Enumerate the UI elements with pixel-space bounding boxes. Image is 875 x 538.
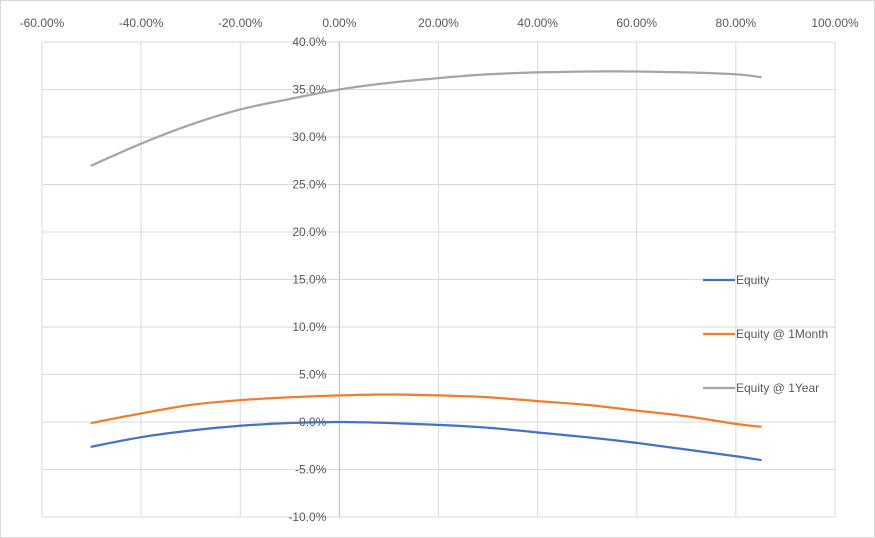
x-tick-label: -60.00% <box>20 16 65 30</box>
y-tick-label: 15.0% <box>292 273 326 287</box>
y-tick-label: 20.0% <box>292 225 326 239</box>
gridlines <box>41 41 836 518</box>
series-lines <box>90 70 762 462</box>
axes: -60.00% -40.00% -20.00% 0.00% 20.00% 40.00% 60… <box>20 16 859 524</box>
x-tick-label: 80.00% <box>716 16 757 30</box>
y-tick-label: 5.0% <box>299 368 327 382</box>
x-tick-label: 40.00% <box>517 16 558 30</box>
legend-label-equity: Equity <box>736 273 769 287</box>
legend: Equity Equity @ 1Month Equity @ 1Year <box>703 273 828 395</box>
y-tick-label: 40.0% <box>292 35 326 49</box>
y-tick-label: 25.0% <box>292 178 326 192</box>
x-tick-label: -40.00% <box>119 16 164 30</box>
y-tick-label: 30.0% <box>292 130 326 144</box>
y-tick-label: 10.0% <box>292 320 326 334</box>
x-tick-label: -20.00% <box>218 16 263 30</box>
series-line-equity-1month <box>90 393 762 428</box>
y-tick-label: -10.0% <box>288 510 326 524</box>
x-tick-label: 0.00% <box>322 16 356 30</box>
series-line-equity-1year <box>90 70 762 167</box>
x-tick-label: 100.00% <box>811 16 859 30</box>
x-tick-label: 60.00% <box>616 16 657 30</box>
y-tick-label: -5.0% <box>295 463 327 477</box>
series-line-equity <box>90 420 762 462</box>
legend-label-equity-1month: Equity @ 1Month <box>736 327 828 341</box>
x-tick-label: 20.00% <box>418 16 459 30</box>
legend-label-equity-1year: Equity @ 1Year <box>736 381 819 395</box>
